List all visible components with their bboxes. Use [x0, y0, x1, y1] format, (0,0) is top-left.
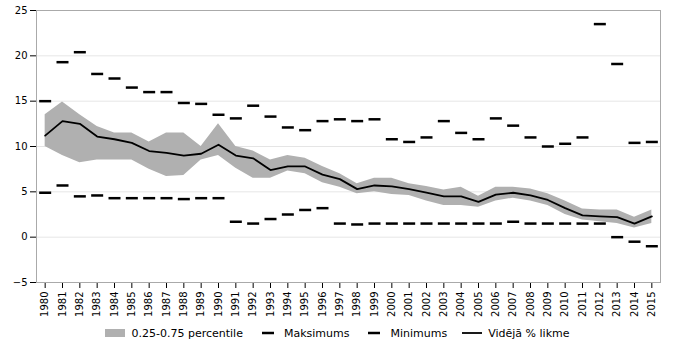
- svg-text:20: 20: [15, 50, 28, 61]
- html-text:Minimums: Minimums: [390, 326, 448, 340]
- svg-text:1983: 1983: [91, 292, 102, 317]
- svg-text:1992: 1992: [247, 292, 258, 317]
- svg-text:1997: 1997: [334, 292, 345, 317]
- svg-text:10: 10: [15, 141, 28, 152]
- svg-text:1981: 1981: [57, 292, 68, 317]
- svg-text:2007: 2007: [507, 292, 518, 317]
- svg-text:2005: 2005: [473, 292, 484, 317]
- svg-text:2002: 2002: [421, 292, 432, 317]
- svg-text:1987: 1987: [161, 292, 172, 317]
- svg-text:2012: 2012: [594, 292, 605, 317]
- svg-text:5: 5: [21, 186, 27, 197]
- svg-text:1980: 1980: [39, 292, 50, 317]
- svg-text:1989: 1989: [195, 292, 206, 317]
- svg-text:1988: 1988: [178, 292, 189, 317]
- svg-text:2006: 2006: [490, 292, 501, 317]
- svg-text:−5: −5: [13, 277, 28, 288]
- svg-text:1999: 1999: [369, 292, 380, 317]
- svg-text:2000: 2000: [386, 292, 397, 317]
- svg-text:0: 0: [21, 231, 27, 242]
- svg-text:1982: 1982: [74, 292, 85, 317]
- svg-text:1998: 1998: [351, 292, 362, 317]
- svg-text:2009: 2009: [542, 292, 553, 317]
- svg-text:1986: 1986: [143, 292, 154, 317]
- svg-text:2015: 2015: [646, 292, 657, 317]
- svg-text:1993: 1993: [265, 292, 276, 317]
- svg-text:2013: 2013: [611, 292, 622, 317]
- svg-text:2003: 2003: [438, 292, 449, 317]
- svg-text:1994: 1994: [282, 292, 293, 317]
- svg-text:2011: 2011: [577, 292, 588, 317]
- html-text:0.25-0.75 percentile: 0.25-0.75 percentile: [131, 326, 243, 340]
- svg-text:25: 25: [15, 5, 28, 16]
- html-text:Vidējā % likme: Vidējā % likme: [488, 326, 570, 340]
- svg-text:15: 15: [15, 95, 28, 106]
- html-text:Maksimums: Maksimums: [284, 326, 350, 340]
- svg-text:1996: 1996: [317, 292, 328, 317]
- svg-text:2008: 2008: [525, 292, 536, 317]
- svg-text:1990: 1990: [213, 292, 224, 317]
- svg-text:1991: 1991: [230, 292, 241, 317]
- svg-text:1995: 1995: [299, 292, 310, 317]
- svg-text:2010: 2010: [559, 292, 570, 317]
- svg-text:2004: 2004: [455, 292, 466, 317]
- svg-text:1984: 1984: [109, 292, 120, 317]
- svg-text:2001: 2001: [403, 292, 414, 317]
- svg-text:1985: 1985: [126, 292, 137, 317]
- svg-text:2014: 2014: [629, 292, 640, 317]
